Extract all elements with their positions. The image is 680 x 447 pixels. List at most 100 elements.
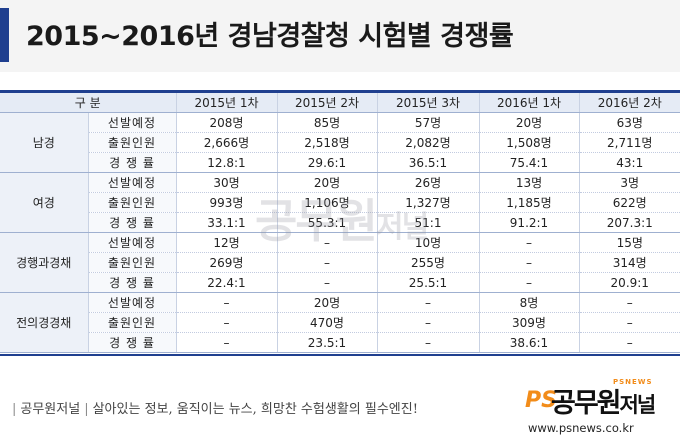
title-accent-bar bbox=[0, 8, 9, 62]
table-cell: 29.6:1 bbox=[277, 152, 378, 173]
table-cell: 63명 bbox=[579, 112, 680, 133]
table-cell: 85명 bbox=[277, 112, 378, 133]
table-cell: – bbox=[377, 292, 480, 313]
group-label: 경행과경채 bbox=[0, 232, 89, 293]
footer-slogan-line: | 공무원저널 | 살아있는 정보, 움직이는 뉴스, 희망찬 수험생활의 필수엔진! bbox=[8, 398, 418, 417]
table-cell: 208명 bbox=[176, 112, 278, 133]
table-cell: 2,518명 bbox=[277, 132, 378, 153]
table-row: 출원인원 –470명 –309명 – bbox=[0, 312, 680, 333]
table-cell: – bbox=[277, 252, 378, 273]
table-cell: 3명 bbox=[579, 172, 680, 193]
table-cell: 43:1 bbox=[579, 152, 680, 173]
table-cell: 12.8:1 bbox=[176, 152, 278, 173]
table-cell: 314명 bbox=[579, 252, 680, 273]
metric-label: 선발예정 bbox=[88, 112, 177, 133]
group-label: 전의경경채 bbox=[0, 292, 89, 353]
table-cell: 75.4:1 bbox=[479, 152, 580, 173]
table-cell: 993명 bbox=[176, 192, 278, 213]
table-cell: 22.4:1 bbox=[176, 272, 278, 293]
table-row: 출원인원 269명 –255명 –314명 bbox=[0, 252, 680, 273]
table-row: 경 쟁 률 22.4:1–25.5:1–20.9:1 bbox=[0, 272, 680, 293]
logo-brand: 공무원저널 bbox=[551, 381, 656, 420]
table-cell: 2,711명 bbox=[579, 132, 680, 153]
table-cell: – bbox=[479, 232, 580, 253]
table-cell: 622명 bbox=[579, 192, 680, 213]
metric-label: 출원인원 bbox=[88, 192, 177, 213]
logo-ps-mark: PS bbox=[525, 388, 557, 413]
table-cell: 36.5:1 bbox=[377, 152, 480, 173]
table-top-rule bbox=[0, 90, 680, 93]
table-row: 남경 선발예정 208명 85명 57명 20명 63명 bbox=[0, 112, 680, 173]
footer-brand: 공무원저널 bbox=[20, 402, 81, 417]
table-cell: 309명 bbox=[479, 312, 580, 333]
site-url: www.psnews.co.kr bbox=[528, 421, 634, 435]
table-cell: 10명 bbox=[377, 232, 480, 253]
column-header: 2015년 2차 bbox=[277, 93, 378, 113]
metric-label: 경 쟁 률 bbox=[88, 212, 177, 233]
table-cell: 23.5:1 bbox=[277, 332, 378, 353]
metric-label: 경 쟁 률 bbox=[88, 332, 177, 353]
table-cell: 51:1 bbox=[377, 212, 480, 233]
metric-label: 출원인원 bbox=[88, 132, 177, 153]
table-cell: 269명 bbox=[176, 252, 278, 273]
table-cell: – bbox=[176, 292, 278, 313]
table-header-row: 구 분 2015년 1차 2015년 2차 2015년 3차 2016년 1차 … bbox=[0, 93, 680, 113]
table-cell: 20.9:1 bbox=[579, 272, 680, 293]
competition-table: 구 분 2015년 1차 2015년 2차 2015년 3차 2016년 1차 … bbox=[0, 93, 680, 353]
table-cell: 91.2:1 bbox=[479, 212, 580, 233]
table-cell: 1,106명 bbox=[277, 192, 378, 213]
table-cell: – bbox=[579, 332, 680, 353]
table-row: 경 쟁 률 33.1:1 55.3:1 51:1 91.2:1 207.3:1 bbox=[0, 212, 680, 233]
footer-separator: | bbox=[12, 402, 17, 417]
table-cell: 30명 bbox=[176, 172, 278, 193]
table-cell: 25.5:1 bbox=[377, 272, 480, 293]
metric-label: 선발예정 bbox=[88, 232, 177, 253]
column-header: 2016년 1차 bbox=[479, 93, 580, 113]
table-cell: 15명 bbox=[579, 232, 680, 253]
footer-separator: | bbox=[84, 402, 89, 417]
group-label: 남경 bbox=[0, 112, 89, 173]
table-row: 출원인원 993명 1,106명 1,327명 1,185명 622명 bbox=[0, 192, 680, 213]
table-cell: 20명 bbox=[277, 172, 378, 193]
table-cell: 207.3:1 bbox=[579, 212, 680, 233]
table-cell: – bbox=[479, 252, 580, 273]
table-cell: – bbox=[377, 332, 480, 353]
table-cell: 1,327명 bbox=[377, 192, 480, 213]
table-cell: – bbox=[479, 272, 580, 293]
metric-label: 선발예정 bbox=[88, 172, 177, 193]
table-row: 전의경경채 선발예정 –20명 –8명 – bbox=[0, 292, 680, 353]
table-cell: – bbox=[176, 312, 278, 333]
group-label: 여경 bbox=[0, 172, 89, 233]
table-row: 경 쟁 률 12.8:1 29.6:1 36.5:1 75.4:1 43:1 bbox=[0, 152, 680, 173]
table-row: 경 쟁 률 –23.5:1–38.6:1– bbox=[0, 332, 680, 353]
table-cell: – bbox=[377, 312, 480, 333]
table-row: 경행과경채 선발예정 12명 –10명 –15명 bbox=[0, 232, 680, 293]
metric-label: 선발예정 bbox=[88, 292, 177, 313]
metric-label: 출원인원 bbox=[88, 252, 177, 273]
metric-label: 출원인원 bbox=[88, 312, 177, 333]
logo-tag: PSNEWS bbox=[613, 378, 653, 386]
table-cell: 38.6:1 bbox=[479, 332, 580, 353]
metric-label: 경 쟁 률 bbox=[88, 272, 177, 293]
table-cell: – bbox=[277, 272, 378, 293]
table-cell: 12명 bbox=[176, 232, 278, 253]
column-header: 2016년 2차 bbox=[579, 93, 680, 113]
metric-label: 경 쟁 률 bbox=[88, 152, 177, 173]
table-cell: 470명 bbox=[277, 312, 378, 333]
table-row: 출원인원 2,666명 2,518명 2,082명 1,508명 2,711명 bbox=[0, 132, 680, 153]
table-cell: 8명 bbox=[479, 292, 580, 313]
table-cell: 20명 bbox=[277, 292, 378, 313]
table-cell: 2,666명 bbox=[176, 132, 278, 153]
table-cell: 33.1:1 bbox=[176, 212, 278, 233]
psnews-logo: PS 공무원저널 PSNEWS bbox=[525, 378, 675, 422]
table-cell: 57명 bbox=[377, 112, 480, 133]
table-cell: – bbox=[579, 312, 680, 333]
table-cell: – bbox=[579, 292, 680, 313]
table-cell: 13명 bbox=[479, 172, 580, 193]
table-body: 남경 선발예정 208명 85명 57명 20명 63명 출원인원 2,666명 2,518명 2,… bbox=[0, 112, 680, 353]
table-cell: 255명 bbox=[377, 252, 480, 273]
table-cell: 55.3:1 bbox=[277, 212, 378, 233]
logo-name: 공무원 bbox=[551, 388, 622, 419]
table-cell: 1,508명 bbox=[479, 132, 580, 153]
table-cell: 26명 bbox=[377, 172, 480, 193]
